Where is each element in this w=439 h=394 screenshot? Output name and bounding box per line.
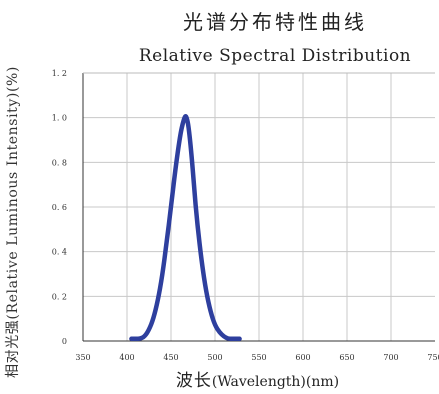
spectral-curve: [129, 114, 242, 342]
x-tick-label: 600: [295, 353, 310, 362]
series: [129, 114, 242, 342]
y-tick-label: 0. 2: [52, 292, 67, 301]
tick-labels: 350 400 450 500 550 600 650 700 750 0 0. 2 0. 4 0. 6…: [52, 69, 439, 362]
x-tick-label: 450: [163, 353, 178, 362]
chart-title-english: Relative Spectral Distribution: [138, 46, 412, 66]
y-tick-label: 1. 0: [52, 114, 67, 123]
x-tick-label: 750: [427, 353, 439, 362]
x-axis-label: 波长(Wavelength)(nm): [80, 366, 435, 391]
y-axis-label: 相对光强(Relative Luminous Intensity)(%): [5, 66, 21, 378]
x-axis-label-unit: (Wavelength)(nm): [211, 374, 340, 390]
y-tick-label: 0: [62, 337, 67, 346]
y-tick-label: 1. 2: [52, 69, 67, 78]
grid: [83, 73, 435, 341]
axes: [82, 72, 435, 342]
x-tick-label: 550: [251, 353, 266, 362]
chart-title-chinese: 光谱分布特性曲线: [183, 10, 367, 34]
x-tick-label: 500: [207, 353, 222, 362]
y-tick-label: 0. 4: [52, 248, 67, 257]
y-tick-label: 0. 6: [52, 203, 67, 212]
y-tick-label: 0. 8: [52, 158, 67, 167]
x-tick-label: 350: [75, 353, 90, 362]
x-tick-label: 650: [339, 353, 354, 362]
x-axis-label-chinese: 波长: [175, 371, 212, 391]
x-tick-label: 700: [383, 353, 398, 362]
x-tick-label: 400: [119, 353, 134, 362]
